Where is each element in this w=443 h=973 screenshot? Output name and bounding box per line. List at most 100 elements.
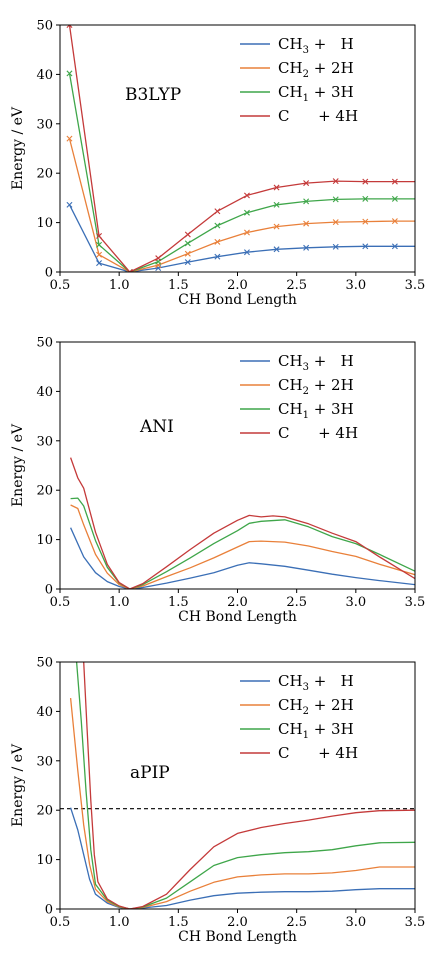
y-tick-label: 20 <box>36 484 53 499</box>
series-line-CH3_H <box>70 527 415 589</box>
plot-frame <box>59 661 416 910</box>
data-point-marker <box>362 178 369 185</box>
y-tick-label: 20 <box>36 804 53 819</box>
panel-label: B3LYP <box>125 85 181 105</box>
x-tick-label: 0.5 <box>50 915 71 930</box>
data-point-marker <box>184 250 191 257</box>
x-tick-label: 1.0 <box>109 278 130 293</box>
series-line-C_4H <box>68 25 415 272</box>
data-point-marker <box>332 243 339 250</box>
x-axis-label: CH Bond Length <box>178 609 297 625</box>
data-point-marker <box>391 243 398 250</box>
y-tick-label: 0 <box>45 583 53 598</box>
data-point-marker <box>243 192 250 199</box>
data-point-marker <box>391 178 398 185</box>
y-tick-label: 40 <box>36 385 53 400</box>
data-point-marker <box>214 238 221 245</box>
legend-entry-C_4H: C + 4H <box>278 744 358 762</box>
legend-entry-CH3_H: CH3 + H <box>278 35 354 56</box>
legend-entry-CH2_2H: CH2 + 2H <box>278 59 354 80</box>
y-tick-label: 40 <box>36 68 53 83</box>
data-point-marker <box>273 246 280 253</box>
data-point-marker <box>96 251 103 258</box>
legend: CH3 + H CH2 + 2H CH1 + 3H C + 4H <box>240 352 358 442</box>
y-axis-label: Energy / eV <box>10 106 26 190</box>
data-point-marker <box>273 201 280 208</box>
y-tick-label: 30 <box>36 754 53 769</box>
data-point-marker <box>303 220 310 227</box>
data-point-marker <box>362 243 369 250</box>
data-point-marker <box>273 184 280 191</box>
x-tick-label: 2.5 <box>286 915 307 930</box>
x-tick-label: 3.5 <box>405 278 426 293</box>
x-tick-label: 3.0 <box>345 595 366 610</box>
x-tick-label: 2.0 <box>227 595 248 610</box>
series-line-CH2_2H <box>70 504 415 589</box>
data-point-marker <box>184 231 191 238</box>
data-point-marker <box>66 201 73 208</box>
data-point-marker <box>332 178 339 185</box>
legend-entry-CH3_H: CH3 + H <box>278 352 354 373</box>
y-tick-label: 30 <box>36 434 53 449</box>
data-point-marker <box>303 180 310 187</box>
x-tick-label: 3.0 <box>345 278 366 293</box>
data-point-marker <box>66 70 73 77</box>
y-tick-label: 30 <box>36 117 53 132</box>
legend-entry-CH1_3H: CH1 + 3H <box>278 400 354 421</box>
series-line-CH2_2H <box>68 138 415 272</box>
data-point-marker <box>66 25 73 28</box>
data-point-marker <box>96 241 103 248</box>
data-point-marker <box>391 195 398 202</box>
data-point-marker <box>243 229 250 236</box>
data-point-marker <box>332 219 339 226</box>
x-tick-label: 3.0 <box>345 915 366 930</box>
series-line-CH1_3H <box>70 497 415 589</box>
data-point-marker <box>214 208 221 215</box>
data-point-marker <box>243 249 250 256</box>
data-point-marker <box>126 269 133 272</box>
y-axis-label: Energy / eV <box>10 743 26 827</box>
legend-entry-CH2_2H: CH2 + 2H <box>278 696 354 717</box>
x-axis-label: CH Bond Length <box>178 292 297 308</box>
y-tick-label: 20 <box>36 167 53 182</box>
series-line-CH1_3H <box>68 73 415 272</box>
series-line-CH2_2H <box>69 698 415 909</box>
x-tick-label: 0.5 <box>50 278 71 293</box>
series-line-C_4H <box>69 457 415 589</box>
panel-label: aPIP <box>130 763 170 783</box>
x-tick-label: 3.5 <box>405 915 426 930</box>
y-tick-label: 40 <box>36 705 53 720</box>
y-tick-label: 10 <box>36 216 53 231</box>
x-tick-label: 1.0 <box>109 595 130 610</box>
y-axis-label: Energy / eV <box>10 423 26 507</box>
chart-panel-1: 0.5 1.0 1.5 2.0 2.5 3.0 3.5 0 10 20 30 40 50 CH Bond … <box>10 19 425 309</box>
y-tick-label: 10 <box>36 853 53 868</box>
y-tick-label: 0 <box>45 903 53 918</box>
x-tick-label: 1.5 <box>168 915 189 930</box>
data-point-marker <box>303 244 310 251</box>
x-tick-label: 3.5 <box>405 595 426 610</box>
data-point-marker <box>184 240 191 247</box>
x-tick-label: 2.5 <box>286 595 307 610</box>
data-point-marker <box>96 260 103 267</box>
x-tick-label: 1.5 <box>168 278 189 293</box>
data-point-marker <box>243 209 250 216</box>
y-tick-label: 10 <box>36 533 53 548</box>
data-point-marker <box>391 218 398 225</box>
data-point-marker <box>273 223 280 230</box>
x-tick-label: 2.0 <box>227 278 248 293</box>
y-tick-label: 0 <box>45 266 53 281</box>
panel-label: ANI <box>139 417 174 437</box>
legend: CH3 + H CH2 + 2H CH1 + 3H C + 4H <box>240 35 358 125</box>
series-line-C_4H <box>83 662 415 909</box>
x-tick-label: 1.5 <box>168 595 189 610</box>
data-point-marker <box>332 196 339 203</box>
data-point-marker <box>66 135 73 142</box>
legend-entry-CH1_3H: CH1 + 3H <box>278 83 354 104</box>
x-tick-label: 0.5 <box>50 595 71 610</box>
legend-entry-CH1_3H: CH1 + 3H <box>278 720 354 741</box>
x-tick-label: 1.0 <box>109 915 130 930</box>
legend: CH3 + H CH2 + 2H CH1 + 3H C + 4H <box>240 672 358 762</box>
legend-entry-C_4H: C + 4H <box>278 107 358 125</box>
